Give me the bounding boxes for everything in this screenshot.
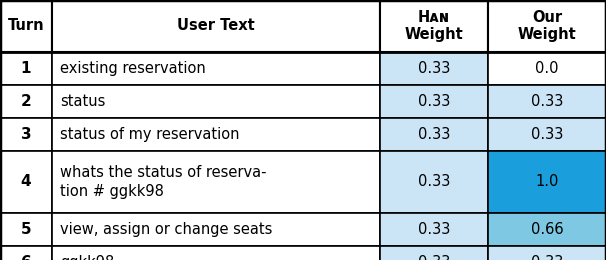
Bar: [52, 52, 380, 85]
Text: User Text: User Text: [177, 18, 255, 34]
Text: whats the status of reserva-
tion # ggkk98: whats the status of reserva- tion # ggkk…: [60, 165, 267, 199]
Text: 0.33: 0.33: [531, 127, 563, 142]
Bar: [52, 118, 380, 151]
Bar: [380, 118, 488, 151]
Text: 0.66: 0.66: [531, 222, 564, 237]
Bar: [0, 246, 52, 260]
Text: Our: Our: [532, 10, 562, 24]
Bar: [488, 85, 606, 118]
Bar: [380, 52, 488, 85]
Bar: [0, 213, 52, 246]
Bar: [488, 151, 606, 213]
Text: 6: 6: [21, 255, 32, 260]
Bar: [0, 118, 52, 151]
Text: ggkk98: ggkk98: [60, 255, 115, 260]
Text: existing reservation: existing reservation: [60, 61, 206, 76]
Bar: [0, 151, 52, 213]
Text: Weight: Weight: [518, 28, 576, 42]
Bar: [488, 52, 606, 85]
Bar: [52, 85, 380, 118]
Text: 0.33: 0.33: [418, 174, 450, 190]
Bar: [52, 246, 380, 260]
Text: Weight: Weight: [405, 28, 464, 42]
Text: status of my reservation: status of my reservation: [60, 127, 239, 142]
Text: 0.33: 0.33: [418, 255, 450, 260]
Text: 5: 5: [21, 222, 32, 237]
Bar: [380, 151, 488, 213]
Bar: [488, 246, 606, 260]
Text: 0.33: 0.33: [531, 94, 563, 109]
Bar: [0, 52, 52, 85]
Bar: [52, 151, 380, 213]
Bar: [0, 0, 52, 52]
Text: 4: 4: [21, 174, 32, 190]
Bar: [380, 0, 488, 52]
Text: 1.0: 1.0: [535, 174, 559, 190]
Bar: [52, 0, 380, 52]
Text: 0.33: 0.33: [418, 61, 450, 76]
Text: Hᴀɴ: Hᴀɴ: [418, 10, 450, 24]
Bar: [380, 246, 488, 260]
Text: 0.33: 0.33: [418, 94, 450, 109]
Bar: [488, 0, 606, 52]
Text: 3: 3: [21, 127, 32, 142]
Text: status: status: [60, 94, 105, 109]
Bar: [380, 85, 488, 118]
Bar: [488, 213, 606, 246]
Text: 2: 2: [21, 94, 32, 109]
Bar: [380, 213, 488, 246]
Text: 0.33: 0.33: [418, 222, 450, 237]
Text: 0.0: 0.0: [535, 61, 559, 76]
Text: 1: 1: [21, 61, 32, 76]
Bar: [488, 118, 606, 151]
Bar: [52, 213, 380, 246]
Bar: [0, 85, 52, 118]
Text: view, assign or change seats: view, assign or change seats: [60, 222, 272, 237]
Text: Turn: Turn: [8, 18, 44, 34]
Text: 0.33: 0.33: [531, 255, 563, 260]
Text: 0.33: 0.33: [418, 127, 450, 142]
